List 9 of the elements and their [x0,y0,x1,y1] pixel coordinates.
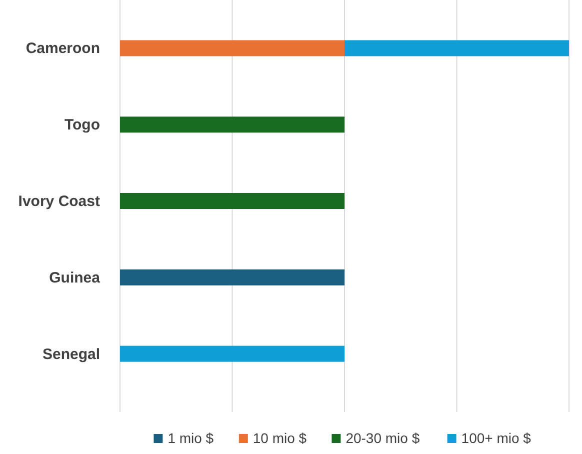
y-tick-label: Senegal [42,346,100,363]
legend-label: 20-30 mio $ [346,430,420,446]
legend-label: 10 mio $ [252,430,307,446]
y-tick-label: Togo [64,116,100,134]
legend-label: 100+ mio $ [461,430,532,446]
y-tick-label: Guinea [49,269,101,286]
legend-label: 1 mio $ [168,430,214,446]
y-tick-label: Cameroon [26,40,100,58]
y-tick-label: Ivory Coast [18,193,100,210]
